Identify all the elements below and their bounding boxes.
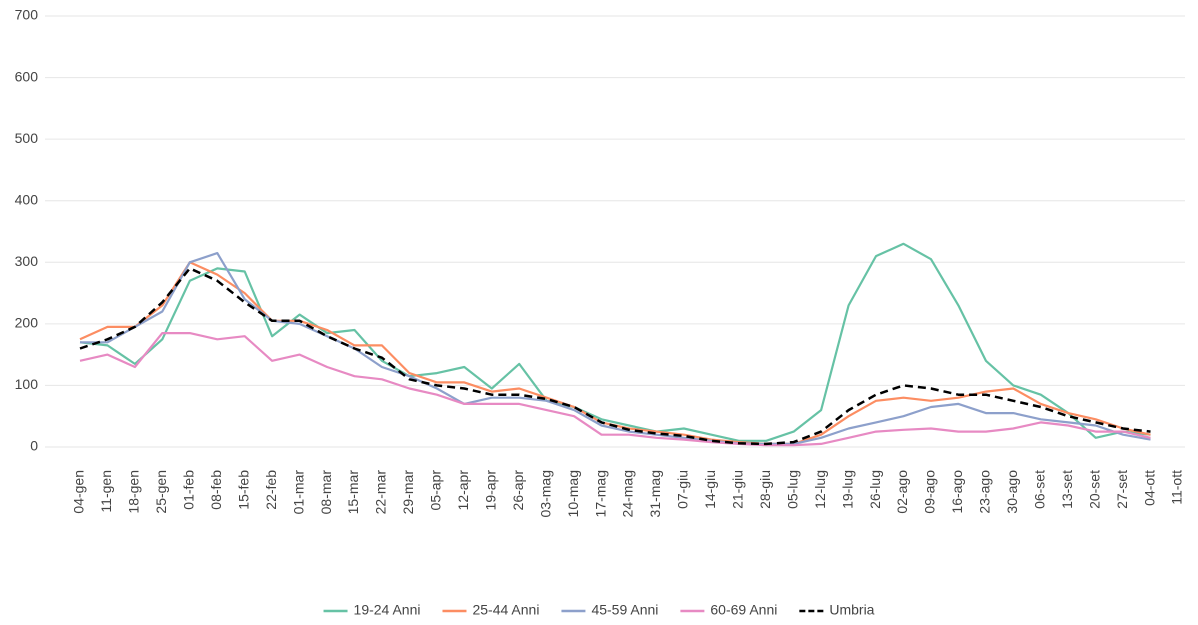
x-tick-label: 04-ott <box>1141 470 1157 506</box>
series-line <box>79 242 1151 442</box>
x-tick-label: 11-ott <box>1169 470 1185 505</box>
x-tick-label: 28-giu <box>757 470 773 509</box>
x-tick-label: 12-apr <box>455 470 471 511</box>
legend-item: 19-24 Anni <box>323 602 421 618</box>
x-tick-label: 26-lug <box>867 470 883 509</box>
legend-label: Umbria <box>829 602 874 618</box>
y-tick-label: 0 <box>30 438 38 454</box>
x-tick-label: 15-mar <box>345 470 361 515</box>
x-tick-label: 02-ago <box>894 470 910 514</box>
legend-label: 60-69 Anni <box>710 602 777 618</box>
legend-item: 45-59 Anni <box>561 602 658 618</box>
x-tick-label: 27-set <box>1114 470 1130 509</box>
x-tick-label: 21-giu <box>730 470 746 509</box>
x-tick-label: 05-apr <box>428 470 444 511</box>
x-tick-label: 30-ago <box>1004 470 1020 514</box>
y-tick-label: 300 <box>15 253 39 269</box>
x-tick-label: 08-mar <box>318 470 334 515</box>
x-tick-label: 25-gen <box>153 470 169 514</box>
legend-item: 25-44 Anni <box>442 602 539 618</box>
x-tick-label: 06-set <box>1031 470 1047 509</box>
x-tick-label: 11-gen <box>98 470 114 513</box>
x-tick-label: 29-mar <box>400 470 416 515</box>
x-tick-label: 22-feb <box>263 470 279 510</box>
series-line <box>79 267 1151 446</box>
x-tick-label: 23-ago <box>977 470 993 514</box>
x-tick-label: 03-mag <box>537 470 553 517</box>
y-tick-label: 600 <box>15 68 39 84</box>
x-tick-label: 24-mag <box>620 470 636 517</box>
y-tick-label: 100 <box>15 376 39 392</box>
legend-label: 19-24 Anni <box>354 602 421 618</box>
x-tick-label: 26-apr <box>510 470 526 511</box>
x-tick-label: 10-mag <box>565 470 581 517</box>
legend: 19-24 Anni 25-44 Anni 45-59 Anni 60-69 Anni… <box>323 602 875 618</box>
x-tick-label: 07-giu <box>675 470 691 509</box>
series-line <box>79 261 1151 445</box>
legend-label: 25-44 Anni <box>472 602 539 618</box>
x-tick-label: 19-apr <box>482 470 498 511</box>
x-tick-label: 31-mag <box>647 470 663 517</box>
x-tick-label: 04-gen <box>71 470 87 514</box>
x-tick-label: 05-lug <box>784 470 800 509</box>
y-tick-label: 200 <box>15 315 39 331</box>
series-line <box>80 252 1151 445</box>
x-tick-label: 14-giu <box>702 470 718 509</box>
x-tick-label: 19-lug <box>839 470 855 509</box>
x-tick-label: 20-set <box>1086 470 1102 509</box>
x-tick-label: 13-set <box>1059 470 1075 509</box>
x-tick-label: 22-mar <box>373 470 389 515</box>
y-tick-label: 400 <box>15 191 39 207</box>
x-tick-label: 15-feb <box>235 470 251 510</box>
x-tick-label: 08-feb <box>208 470 224 510</box>
legend-item: Umbria <box>799 602 875 618</box>
series-line <box>79 332 1151 447</box>
legend-item: 60-69 Anni <box>680 602 777 618</box>
legend-label: 45-59 Anni <box>591 602 658 618</box>
y-tick-label: 500 <box>15 130 39 146</box>
x-tick-label: 01-feb <box>181 470 197 510</box>
x-tick-label: 09-ago <box>922 470 938 514</box>
x-tick-label: 18-gen <box>126 470 142 514</box>
x-tick-label: 16-ago <box>949 470 965 514</box>
x-tick-label: 17-mag <box>592 470 608 517</box>
x-tick-label: 01-mar <box>290 470 306 515</box>
y-tick-label: 700 <box>15 7 39 23</box>
x-tick-label: 12-lug <box>812 470 828 509</box>
